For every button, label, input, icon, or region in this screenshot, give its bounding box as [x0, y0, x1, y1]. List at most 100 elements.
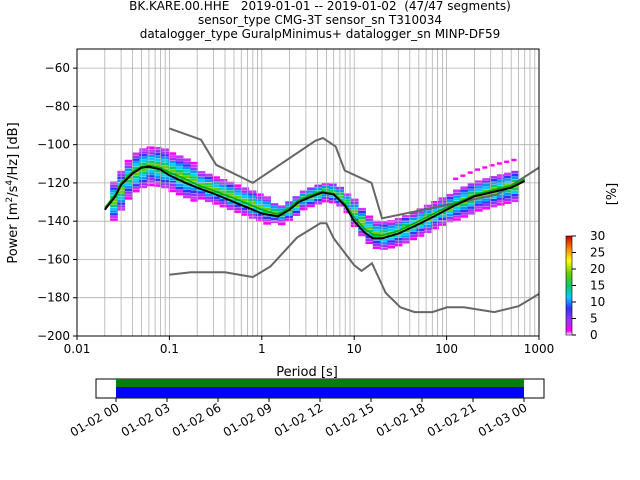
heatmap-cell	[402, 235, 410, 238]
heatmap-cell	[365, 218, 374, 221]
heatmap-cell	[226, 193, 235, 196]
heatmap-cell	[365, 227, 374, 230]
y-tick-label: −80	[45, 99, 70, 113]
heatmap-cell	[168, 178, 177, 181]
heatmap-cell	[139, 179, 147, 183]
heatmap-cell	[299, 202, 308, 205]
heatmap-cell	[263, 216, 271, 219]
heatmap-cell	[153, 169, 162, 173]
heatmap-cell	[110, 201, 118, 205]
timeline-tick-label: 01-02 15	[323, 400, 377, 439]
heatmap-cell	[190, 187, 199, 191]
heatmap-cell	[256, 219, 264, 222]
heatmap-cell	[475, 180, 483, 183]
heatmap-cell	[124, 165, 133, 169]
heatmap-cell	[453, 192, 461, 195]
colorbar-tick-label: 0	[590, 328, 598, 342]
heatmap-cell	[153, 158, 162, 161]
heatmap-cell	[124, 168, 133, 171]
heatmap-cell	[445, 208, 454, 211]
heatmap-cell	[277, 222, 286, 226]
heatmap-cell	[402, 232, 410, 235]
heatmap-cell	[168, 163, 177, 167]
heatmap-cell	[205, 179, 213, 182]
heatmap-cell	[110, 190, 118, 193]
heatmap-cell	[146, 169, 155, 172]
heatmap-cell	[431, 221, 439, 224]
heatmap-cell	[292, 207, 301, 211]
heatmap-cell	[314, 190, 323, 193]
heatmap-cell	[380, 221, 388, 225]
heatmap-cell	[139, 185, 147, 189]
heatmap-cell	[482, 184, 490, 187]
heatmap-cell	[219, 184, 228, 188]
heatmap-cell	[277, 205, 286, 208]
heatmap-cell	[153, 178, 162, 182]
heatmap-cell	[358, 213, 366, 217]
heatmap-cell	[190, 190, 199, 194]
heatmap-cell	[168, 183, 177, 187]
heatmap-cell	[475, 191, 483, 195]
heatmap-cell	[139, 182, 147, 186]
colorbar-label: [%]	[605, 183, 620, 206]
heatmap-cell	[329, 189, 337, 192]
heatmap-cell	[482, 189, 490, 193]
heatmap-cell	[445, 214, 454, 217]
heatmap-cell	[380, 224, 388, 227]
heatmap-cell	[504, 178, 512, 181]
heatmap-cell	[504, 198, 512, 201]
heatmap-cell	[124, 197, 133, 200]
heatmap-cell	[110, 187, 118, 190]
heatmap-cell	[372, 240, 381, 244]
heatmap-cell	[402, 238, 410, 241]
heatmap-cell	[343, 199, 352, 202]
heatmap-cell	[496, 185, 505, 189]
heatmap-cell	[197, 171, 206, 174]
heatmap-cell	[504, 184, 512, 187]
heatmap-cell	[467, 203, 476, 206]
heatmap-cell	[475, 203, 483, 206]
heatmap-cell	[307, 204, 315, 208]
heatmap-cell	[511, 173, 520, 177]
x-axis-label: Period [s]	[276, 365, 338, 380]
heatmap-cell	[445, 193, 454, 197]
heatmap-cell	[314, 199, 323, 202]
heatmap-cell	[372, 243, 381, 247]
heatmap-cell	[423, 224, 432, 228]
y-ticks: −60 −80 −100 −120 −140 −160 −180 −200	[37, 61, 77, 343]
heatmap-cell	[153, 161, 162, 164]
x-tick-label: 10	[347, 342, 362, 356]
y-tick-label: −60	[45, 61, 70, 75]
heatmap-cell	[460, 174, 466, 177]
heatmap-cell	[416, 214, 425, 217]
heatmap-cell	[124, 179, 133, 183]
heatmap-cell	[168, 160, 177, 164]
heatmap-cell	[387, 225, 396, 229]
heatmap-cell	[511, 199, 520, 203]
heatmap-cell	[234, 207, 242, 210]
heatmap-cell	[307, 187, 315, 190]
heatmap-cell	[496, 180, 505, 183]
heatmap-cell	[416, 234, 425, 237]
heatmap-cell	[511, 188, 520, 191]
heatmap-cell	[183, 175, 191, 179]
heatmap-cell	[489, 164, 495, 167]
heatmap-cell	[380, 230, 388, 233]
heatmap-cell	[263, 202, 271, 205]
heatmap-cell	[234, 190, 242, 193]
heatmap-cell	[402, 215, 410, 218]
heatmap-cell	[314, 196, 323, 199]
heatmap-cell	[139, 148, 147, 151]
heatmap-cell	[212, 176, 220, 179]
heatmap-cell	[380, 241, 388, 245]
heatmap-cell	[197, 174, 206, 177]
heatmap-cell	[314, 184, 323, 188]
heatmap-cell	[372, 223, 381, 226]
heatmap-cell	[153, 149, 162, 153]
heatmap-cell	[482, 178, 490, 181]
heatmap-cell	[190, 161, 199, 165]
heatmap-cell	[321, 194, 330, 197]
heatmap-cell	[146, 146, 155, 149]
heatmap-cell	[387, 223, 396, 226]
